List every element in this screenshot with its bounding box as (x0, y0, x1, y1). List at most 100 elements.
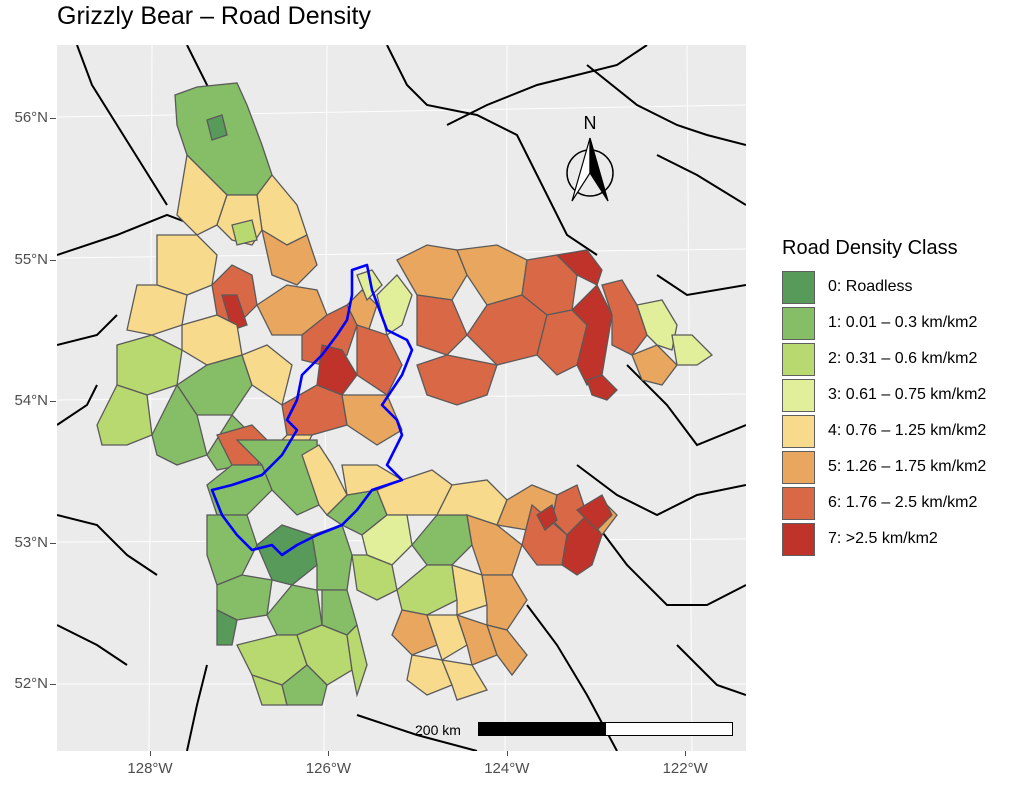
legend-title: Road Density Class (782, 237, 958, 259)
legend-item: 5: 1.26 – 1.75 km/km2 (782, 451, 1026, 487)
map-canvas (57, 45, 746, 751)
unit-s-15 (396, 564, 458, 616)
north-arrow-icon (566, 137, 614, 202)
y-tick-label: 55°N (14, 250, 48, 268)
road-density-units (96, 82, 714, 706)
unit-e-9 (601, 279, 648, 356)
y-tick-label: 53°N (14, 533, 48, 551)
y-tick-mark (50, 401, 56, 402)
unit-sw-2 (235, 439, 320, 516)
legend-item: 3: 0.61 – 0.75 km/km2 (782, 379, 1026, 415)
unit-sw-9 (266, 584, 323, 636)
unit-s-9 (521, 503, 568, 566)
legend-label: 7: >2.5 km/km2 (828, 530, 938, 547)
unit-s-16 (451, 564, 488, 616)
unit-e-11 (636, 299, 678, 351)
unit-sw-8 (216, 608, 238, 646)
legend-swatch (782, 271, 815, 304)
unit-w-3 (221, 294, 248, 331)
unit-c-1 (301, 304, 358, 366)
unit-sw-15 (346, 623, 368, 698)
unit-c-3 (316, 344, 358, 396)
legend-label: 1: 0.01 – 0.3 km/km2 (828, 314, 978, 331)
unit-sw-5 (256, 524, 318, 586)
legend-item: 4: 0.76 – 1.25 km/km2 (782, 415, 1026, 451)
unit-e-10 (631, 344, 678, 386)
unit-s-24 (575, 494, 613, 531)
legend-swatch (782, 343, 815, 376)
x-tick-mark (685, 751, 687, 756)
unit-w-12 (241, 344, 293, 407)
x-tick-label: 126°W (305, 760, 351, 777)
legend-swatch (782, 379, 815, 412)
x-tick-label: 124°W (484, 760, 530, 777)
legend-label: 3: 0.61 – 0.75 km/km2 (828, 386, 987, 403)
regional-boundaries (57, 45, 746, 751)
unit-c-4 (356, 324, 403, 396)
unit-e-13 (586, 374, 618, 401)
y-tick-mark (50, 259, 56, 261)
unit-sw-7 (216, 574, 273, 621)
legend-label: 0: Roadless (828, 278, 913, 295)
x-tick-mark (506, 751, 508, 756)
north-arrow-label: N (583, 113, 597, 133)
unit-s-3 (376, 469, 453, 516)
legend-label: 6: 1.76 – 2.5 km/km2 (828, 494, 978, 511)
scale-bar (478, 722, 733, 736)
legend-swatch (782, 487, 815, 520)
x-tick-label: 122°W (662, 760, 708, 777)
unit-c-5 (356, 269, 383, 302)
y-tick-mark (50, 542, 56, 544)
legend-swatch (782, 415, 815, 448)
y-tick-label: 54°N (14, 392, 48, 409)
unit-w-9 (96, 384, 153, 446)
unit-e-6 (466, 294, 548, 366)
legend-swatch (782, 523, 815, 556)
legend-label: 2: 0.31 – 0.6 km/km2 (828, 350, 978, 367)
legend-item: 1: 0.01 – 0.3 km/km2 (782, 307, 1026, 343)
unit-s-10 (536, 503, 558, 532)
unit-s-18 (391, 609, 438, 656)
legend-item: 7: >2.5 km/km2 (782, 523, 1026, 559)
legend-item: 2: 0.31 – 0.6 km/km2 (782, 343, 1026, 379)
unit-north-roadless (206, 114, 228, 141)
unit-s-19 (426, 614, 468, 661)
legend-swatch (782, 451, 815, 484)
unit-s-23 (440, 659, 488, 701)
legend-label: 4: 0.76 – 1.25 km/km2 (828, 422, 987, 439)
unit-w-7 (116, 334, 183, 396)
unit-sw-4 (206, 514, 258, 586)
scale-bar-label: 200 km (415, 722, 461, 738)
legend-item: 6: 1.76 – 2.5 km/km2 (782, 487, 1026, 523)
unit-e-4 (555, 249, 603, 286)
map-panel[interactable] (57, 45, 746, 751)
unit-w-4 (126, 284, 188, 336)
unit-north-3 (176, 153, 228, 236)
map-title: Grizzly Bear – Road Density (57, 2, 372, 30)
legend-swatch (782, 307, 815, 340)
unit-c-2 (346, 289, 378, 337)
unit-w-1 (156, 234, 218, 296)
legend-label: 5: 1.26 – 1.75 km/km2 (828, 458, 987, 475)
unit-sw-13 (281, 664, 328, 706)
y-tick-mark (50, 684, 56, 685)
unit-s-22 (406, 654, 453, 696)
x-tick-label: 128°W (127, 760, 173, 777)
x-tick-mark (150, 751, 151, 756)
legend-item: 0: Roadless (782, 271, 1026, 307)
unit-c-6 (376, 274, 413, 337)
unit-e-14 (416, 354, 498, 406)
highlighted-zone-outline (210, 263, 414, 557)
y-tick-mark (50, 118, 56, 119)
scale-bar-black-segment (479, 723, 606, 735)
unit-c-8 (341, 394, 403, 446)
unit-s-14 (351, 554, 398, 601)
y-tick-label: 52°N (14, 675, 48, 692)
unit-s-21 (486, 624, 528, 677)
unit-s-17 (481, 574, 528, 631)
unit-north-5 (231, 219, 258, 246)
unit-e-5 (416, 294, 468, 356)
unit-s-20 (455, 613, 498, 666)
unit-e-12 (671, 334, 714, 366)
north-arrow: N (560, 113, 620, 205)
